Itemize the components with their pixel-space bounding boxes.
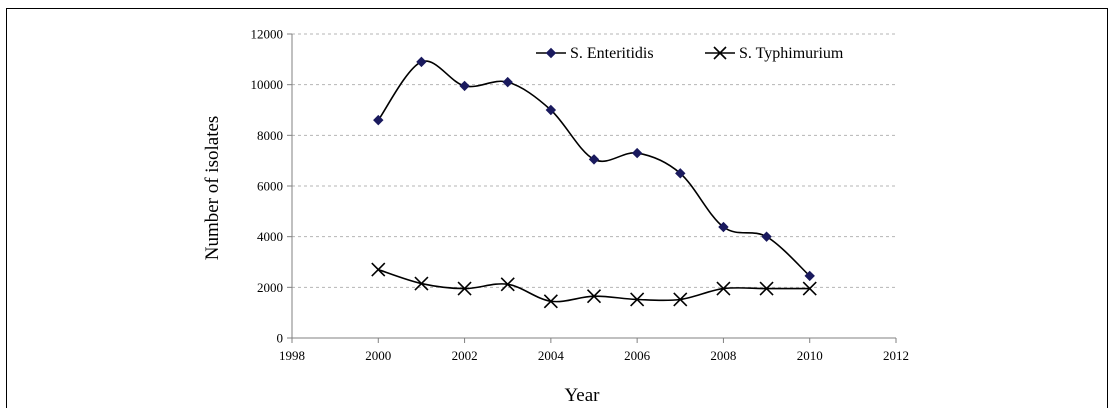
data-point bbox=[373, 114, 384, 126]
x-tick-label: 2008 bbox=[710, 348, 736, 363]
y-tick-label: 6000 bbox=[257, 179, 283, 194]
legend-item: S. Typhimurium bbox=[705, 45, 844, 62]
data-point bbox=[588, 154, 600, 165]
y-tick-label: 10000 bbox=[251, 77, 284, 92]
data-point bbox=[545, 104, 557, 116]
y-tick-label: 2000 bbox=[257, 280, 283, 295]
series-group bbox=[371, 56, 817, 309]
data-point bbox=[675, 168, 686, 179]
data-point bbox=[543, 294, 558, 309]
data-point bbox=[804, 270, 815, 282]
data-point bbox=[500, 277, 515, 292]
x-tick-label: 2006 bbox=[624, 348, 651, 363]
data-point bbox=[761, 231, 772, 242]
x-tick-label: 2002 bbox=[452, 348, 478, 363]
series-line bbox=[377, 60, 811, 277]
axes: 0 2000 4000 6000 8000 10000 12000 1998 2000 2002 2… bbox=[251, 27, 910, 364]
data-point bbox=[802, 281, 817, 296]
data-point bbox=[414, 276, 429, 291]
x-tick-label: 2000 bbox=[365, 348, 391, 363]
data-point bbox=[759, 281, 774, 296]
legend-marker bbox=[713, 46, 727, 60]
data-point bbox=[718, 221, 729, 233]
data-point bbox=[416, 56, 427, 68]
data-point bbox=[631, 147, 643, 159]
legend-marker bbox=[545, 47, 557, 59]
data-point bbox=[630, 292, 645, 307]
y-axis-title: Number of isolates bbox=[202, 116, 223, 261]
data-point bbox=[673, 292, 688, 307]
y-tick-label: 8000 bbox=[257, 128, 283, 143]
legend-label: S. Typhimurium bbox=[739, 45, 844, 62]
figure-frame bbox=[6, 8, 1108, 408]
y-tick-label: 4000 bbox=[257, 229, 283, 244]
y-tick-label: 0 bbox=[277, 331, 284, 346]
data-point bbox=[457, 281, 472, 296]
x-tick-label: 2004 bbox=[538, 348, 565, 363]
data-point bbox=[716, 281, 731, 296]
x-axis-title: Year bbox=[564, 385, 600, 403]
x-tick-label: 1998 bbox=[279, 348, 305, 363]
x-tick-label: 2010 bbox=[797, 348, 823, 363]
data-point bbox=[459, 80, 470, 92]
series-1 bbox=[373, 56, 815, 282]
data-point bbox=[586, 289, 602, 304]
series-2 bbox=[371, 262, 817, 309]
legend-label: S. Enteritidis bbox=[570, 45, 654, 62]
y-tick-label: 12000 bbox=[251, 27, 284, 42]
data-point bbox=[371, 262, 386, 277]
grid-lines bbox=[292, 33, 896, 288]
x-tick-label: 2012 bbox=[883, 348, 909, 363]
legend: S. Enteritidis S. Typhimurium bbox=[536, 45, 844, 62]
data-point bbox=[502, 76, 513, 88]
legend-item: S. Enteritidis bbox=[536, 45, 654, 62]
